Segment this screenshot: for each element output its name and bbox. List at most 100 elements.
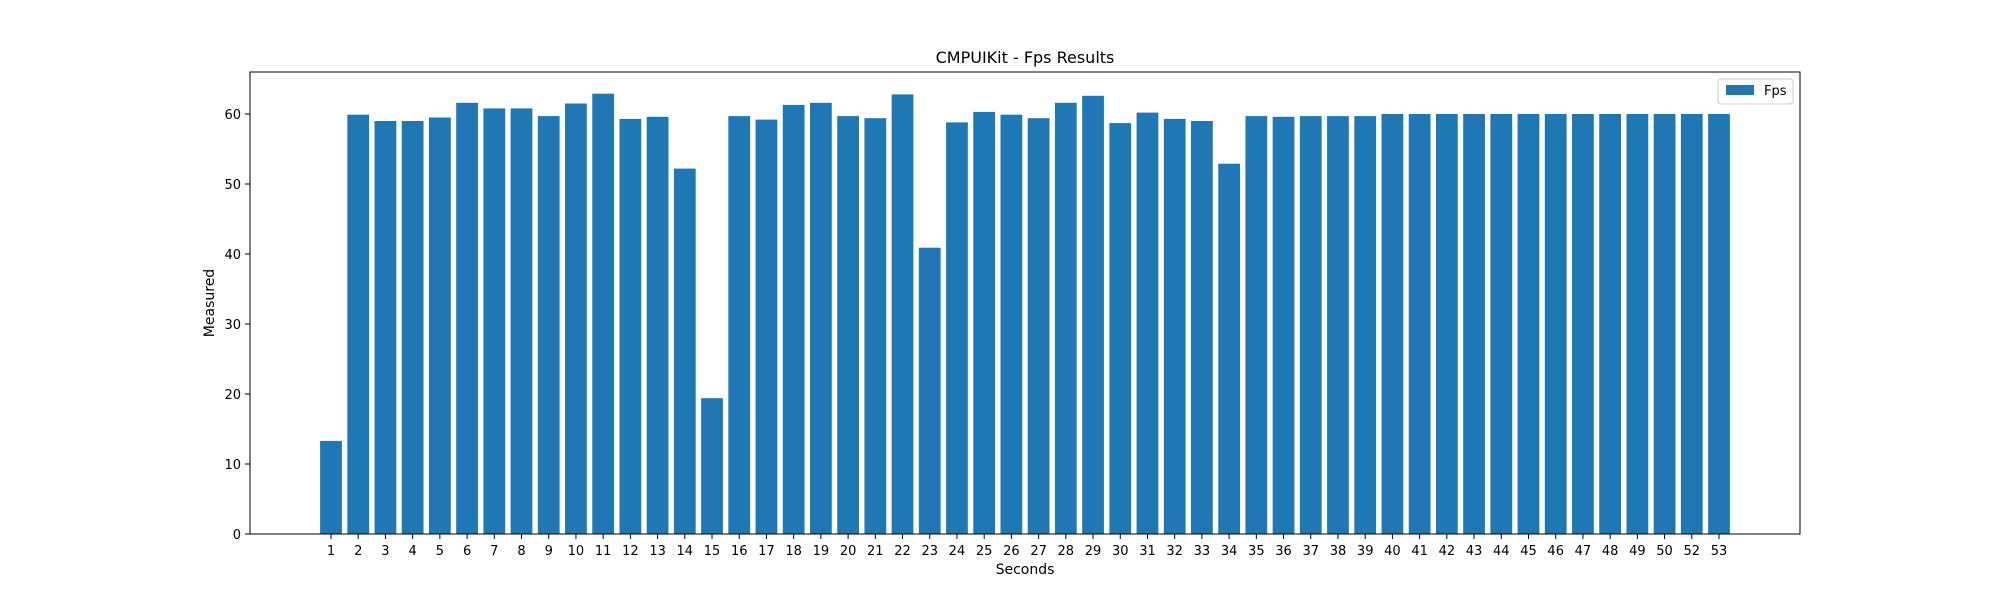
x-tick-label-1: 1 <box>327 544 335 559</box>
y-tick-label-30: 30 <box>224 318 241 333</box>
bar-39 <box>1354 116 1377 534</box>
bar-19 <box>810 102 832 535</box>
x-tick-label-26: 26 <box>1003 544 1020 559</box>
bar-1 <box>320 440 342 534</box>
bar-16 <box>728 116 751 534</box>
bar-32 <box>1163 118 1186 535</box>
bar-17 <box>755 119 778 534</box>
bars-group <box>320 93 1730 535</box>
x-tick-label-46: 46 <box>1547 544 1564 559</box>
x-tick-label-35: 35 <box>1248 544 1265 559</box>
y-tick-label-0: 0 <box>233 528 241 543</box>
x-tick-label-4: 4 <box>409 544 417 559</box>
bar-18 <box>782 104 805 535</box>
x-tick-label-52: 52 <box>1684 544 1701 559</box>
x-tick-label-20: 20 <box>840 544 857 559</box>
x-tick-label-45: 45 <box>1520 544 1537 559</box>
bar-24 <box>946 122 968 535</box>
x-tick-label-38: 38 <box>1330 544 1347 559</box>
x-tick-label-25: 25 <box>976 544 993 559</box>
x-tick-label-53: 53 <box>1711 544 1728 559</box>
bar-48 <box>1599 114 1622 534</box>
x-tick-label-50: 50 <box>1656 544 1673 559</box>
bar-35 <box>1245 116 1268 534</box>
bar-11 <box>592 93 615 534</box>
bar-13 <box>646 116 669 535</box>
bar-29 <box>1082 95 1104 535</box>
x-tick-label-28: 28 <box>1058 544 1075 559</box>
legend-swatch-fps <box>1726 85 1754 95</box>
legend-label-fps: Fps <box>1764 84 1787 99</box>
bar-53 <box>1708 114 1730 534</box>
x-tick-label-24: 24 <box>949 544 966 559</box>
x-tick-label-9: 9 <box>545 544 553 559</box>
x-tick-label-14: 14 <box>677 544 694 559</box>
x-tick-label-44: 44 <box>1493 544 1510 559</box>
bar-2 <box>347 114 370 534</box>
bar-37 <box>1299 116 1322 534</box>
x-tick-label-34: 34 <box>1221 544 1238 559</box>
bar-45 <box>1517 114 1540 534</box>
bar-52 <box>1680 114 1703 534</box>
x-tick-label-13: 13 <box>649 544 666 559</box>
x-tick-label-18: 18 <box>785 544 802 559</box>
bar-47 <box>1572 114 1594 534</box>
bar-49 <box>1626 114 1649 534</box>
x-tick-label-12: 12 <box>622 544 639 559</box>
y-tick-label-50: 50 <box>224 178 241 193</box>
y-tick-label-20: 20 <box>224 388 241 403</box>
bar-44 <box>1490 114 1513 534</box>
x-tick-label-8: 8 <box>517 544 525 559</box>
x-tick-label-19: 19 <box>813 544 830 559</box>
y-tick-label-40: 40 <box>224 248 241 263</box>
x-tick-label-33: 33 <box>1194 544 1211 559</box>
x-tick-label-39: 39 <box>1357 544 1374 559</box>
legend: Fps <box>1717 78 1794 105</box>
bar-30 <box>1109 123 1132 534</box>
x-tick-label-36: 36 <box>1275 544 1292 559</box>
bar-41 <box>1408 114 1431 534</box>
bar-50 <box>1653 114 1676 534</box>
bar-4 <box>401 121 424 534</box>
x-tick-label-43: 43 <box>1466 544 1483 559</box>
x-tick-label-21: 21 <box>867 544 884 559</box>
x-tick-label-2: 2 <box>354 544 362 559</box>
x-tick-label-23: 23 <box>921 544 938 559</box>
bar-22 <box>891 94 914 535</box>
bar-40 <box>1381 114 1404 534</box>
bar-10 <box>565 103 587 534</box>
bar-23 <box>918 247 941 534</box>
x-tick-label-22: 22 <box>894 544 911 559</box>
bar-9 <box>537 116 560 534</box>
x-tick-label-41: 41 <box>1411 544 1428 559</box>
x-tick-label-48: 48 <box>1602 544 1619 559</box>
bar-8 <box>510 108 533 535</box>
bar-42 <box>1435 114 1458 534</box>
x-tick-label-37: 37 <box>1302 544 1319 559</box>
bar-31 <box>1136 112 1159 534</box>
x-tick-label-3: 3 <box>381 544 389 559</box>
x-tick-label-27: 27 <box>1030 544 1047 559</box>
y-axis-label: Measured <box>202 269 218 337</box>
bar-20 <box>837 116 859 534</box>
bar-26 <box>1000 114 1023 534</box>
x-tick-label-42: 42 <box>1439 544 1456 559</box>
x-tick-label-15: 15 <box>704 544 721 559</box>
x-tick-label-11: 11 <box>595 544 612 559</box>
x-tick-label-49: 49 <box>1629 544 1646 559</box>
bar-12 <box>619 118 642 535</box>
bar-33 <box>1191 121 1213 534</box>
x-tick-label-17: 17 <box>758 544 775 559</box>
x-tick-label-6: 6 <box>463 544 471 559</box>
y-tick-label-10: 10 <box>224 458 241 473</box>
x-tick-label-10: 10 <box>568 544 585 559</box>
bar-28 <box>1054 102 1077 535</box>
x-tick-label-47: 47 <box>1575 544 1592 559</box>
bar-36 <box>1272 116 1295 535</box>
x-tick-label-30: 30 <box>1112 544 1129 559</box>
bar-3 <box>374 121 397 534</box>
x-tick-label-5: 5 <box>436 544 444 559</box>
bar-14 <box>673 168 696 534</box>
x-tick-label-29: 29 <box>1085 544 1102 559</box>
